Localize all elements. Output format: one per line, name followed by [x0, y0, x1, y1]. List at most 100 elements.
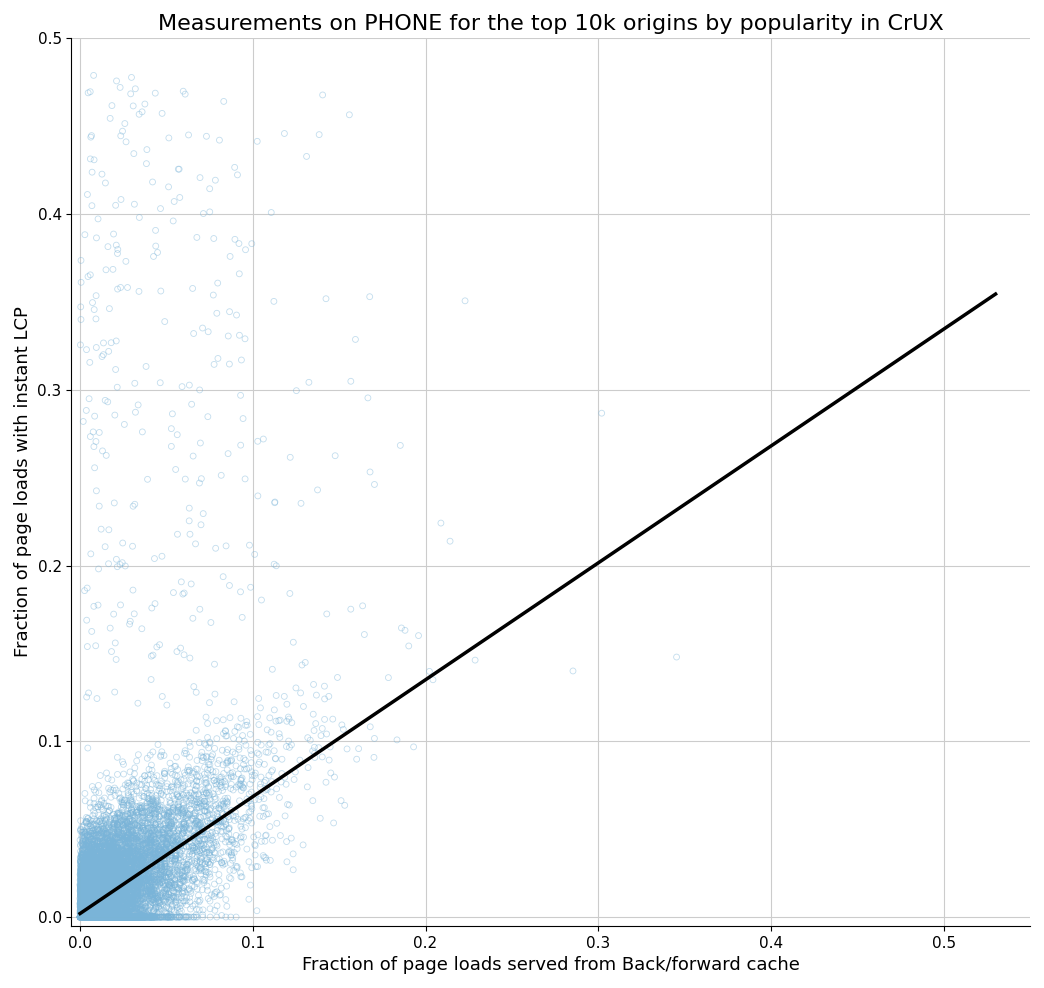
- Point: [90, 909, 106, 925]
- Point: [95, 909, 112, 925]
- Point: [72, 838, 89, 854]
- Point: [94, 875, 111, 891]
- Point: [103, 98, 120, 114]
- Point: [163, 892, 180, 908]
- Point: [79, 909, 96, 925]
- Point: [73, 885, 90, 901]
- Point: [98, 905, 115, 921]
- Point: [98, 886, 115, 902]
- Point: [119, 909, 136, 925]
- Point: [119, 839, 136, 855]
- Point: [188, 820, 205, 836]
- Point: [143, 875, 160, 891]
- Point: [112, 878, 128, 894]
- Point: [91, 909, 108, 925]
- Point: [115, 882, 132, 898]
- Point: [89, 907, 105, 923]
- Point: [76, 900, 93, 916]
- Point: [122, 839, 139, 855]
- Point: [76, 857, 93, 872]
- Point: [165, 838, 182, 854]
- Point: [135, 909, 151, 925]
- Point: [271, 789, 288, 805]
- Point: [128, 804, 145, 820]
- Point: [164, 849, 181, 864]
- Point: [188, 796, 205, 812]
- Point: [93, 844, 110, 860]
- Point: [123, 817, 140, 833]
- Point: [96, 881, 113, 897]
- Point: [88, 909, 104, 925]
- Point: [125, 808, 142, 824]
- Point: [96, 864, 113, 879]
- Point: [179, 818, 195, 834]
- Point: [85, 904, 101, 920]
- Point: [92, 909, 109, 925]
- Point: [176, 889, 193, 905]
- Point: [86, 909, 102, 925]
- Point: [89, 902, 105, 918]
- Point: [112, 893, 128, 909]
- Point: [108, 840, 124, 856]
- Point: [73, 894, 90, 910]
- Point: [91, 909, 108, 925]
- Point: [77, 852, 94, 867]
- Point: [76, 909, 93, 925]
- Point: [85, 909, 101, 925]
- Point: [241, 537, 258, 553]
- Point: [109, 846, 125, 862]
- Point: [118, 841, 135, 857]
- Point: [82, 825, 99, 841]
- Point: [155, 885, 171, 901]
- Point: [73, 895, 90, 911]
- Point: [108, 909, 124, 925]
- Point: [106, 894, 123, 910]
- Point: [75, 909, 92, 925]
- Point: [251, 791, 267, 807]
- Point: [82, 909, 99, 925]
- Point: [140, 872, 157, 888]
- Point: [79, 909, 96, 925]
- Point: [171, 908, 188, 924]
- Point: [97, 898, 114, 914]
- Point: [89, 863, 105, 878]
- Point: [73, 894, 90, 910]
- Point: [182, 821, 198, 837]
- Point: [99, 878, 116, 894]
- Point: [75, 909, 92, 925]
- Point: [100, 909, 117, 925]
- Point: [113, 870, 129, 886]
- Point: [135, 820, 151, 836]
- Point: [176, 884, 193, 900]
- Point: [152, 867, 169, 883]
- Point: [101, 880, 118, 896]
- Point: [90, 864, 106, 880]
- Point: [132, 817, 148, 833]
- Point: [103, 886, 120, 902]
- Point: [189, 844, 206, 860]
- Point: [102, 909, 119, 925]
- Point: [147, 879, 164, 895]
- Point: [72, 868, 89, 884]
- Point: [101, 909, 118, 925]
- Point: [72, 832, 89, 848]
- Point: [126, 903, 143, 919]
- Point: [97, 907, 114, 923]
- Point: [94, 899, 111, 915]
- Point: [153, 774, 170, 789]
- Point: [77, 909, 94, 925]
- Point: [89, 907, 105, 923]
- Point: [100, 874, 117, 890]
- Point: [138, 833, 155, 849]
- Point: [205, 785, 221, 801]
- Point: [114, 860, 130, 875]
- Point: [73, 909, 90, 925]
- Point: [109, 838, 125, 854]
- Point: [153, 850, 170, 865]
- Point: [124, 850, 141, 865]
- Point: [114, 909, 130, 925]
- Point: [80, 871, 97, 887]
- Point: [299, 148, 315, 164]
- Point: [88, 840, 104, 856]
- Point: [167, 846, 184, 862]
